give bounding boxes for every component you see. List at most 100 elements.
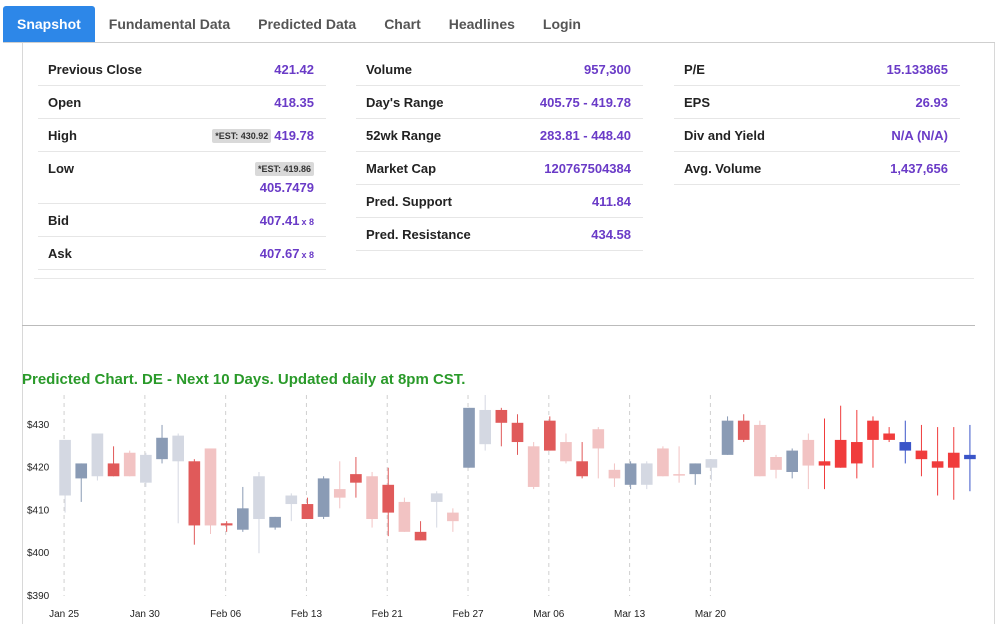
candle-body — [737, 420, 750, 440]
div-yield-row: Div and Yield N/A (N/A) — [674, 119, 960, 152]
tab-headlines[interactable]: Headlines — [448, 16, 515, 32]
tab-fundamental-data[interactable]: Fundamental Data — [108, 16, 231, 32]
candle-body — [543, 420, 556, 451]
candle-body — [834, 439, 847, 468]
candle-body — [770, 457, 782, 470]
candle-body — [398, 501, 411, 532]
candle-body — [479, 409, 492, 445]
candle-body — [931, 461, 944, 468]
candle-body — [156, 437, 168, 460]
avg-volume-row: Avg. Volume 1,437,656 — [674, 152, 960, 185]
pe-label: P/E — [684, 62, 705, 77]
volume-value: 957,300 — [584, 62, 631, 77]
days-range-label: Day's Range — [366, 95, 444, 110]
ask-row: Ask 407.67 x 8 — [38, 237, 326, 270]
market-cap-row: Market Cap 120767504384 — [356, 152, 643, 185]
ask-value: 407.67 — [259, 246, 300, 261]
x-tick-label: Mar 20 — [695, 609, 727, 620]
candle-body — [107, 463, 120, 477]
bid-value: 407.41 — [259, 213, 300, 228]
candle-body — [915, 450, 928, 460]
candle-body — [317, 478, 330, 517]
quote-column-1: Previous Close 421.42 Open 418.35 High *… — [38, 53, 326, 270]
high-row: High *EST: 430.92 419.78 — [38, 119, 326, 152]
52wk-range-value: 283.81 - 448.40 — [539, 128, 631, 143]
high-estimate-badge: *EST: 430.92 — [212, 129, 272, 143]
section-divider — [22, 325, 975, 326]
candle-body — [123, 452, 136, 477]
tab-bar: Snapshot Fundamental Data Predicted Data… — [3, 6, 595, 42]
y-tick-label: $400 — [27, 548, 50, 559]
candle-body — [495, 409, 508, 423]
tab-login[interactable]: Login — [542, 16, 581, 32]
bid-value-group: 407.41 x 8 — [260, 213, 314, 228]
quote-column-2: Volume 957,300 Day's Range 405.75 - 419.… — [356, 53, 643, 251]
candle-body — [204, 448, 217, 526]
tab-chart[interactable]: Chart — [384, 16, 421, 32]
tab-predicted-data[interactable]: Predicted Data — [258, 16, 357, 32]
candle-body — [527, 446, 540, 487]
candle-body — [366, 476, 378, 520]
candle-body — [333, 489, 346, 498]
x-tick-label: Feb 13 — [291, 609, 323, 620]
ask-value-group: 407.67 x 8 — [260, 246, 314, 261]
candle-body — [463, 407, 475, 468]
candle-body — [640, 463, 653, 485]
avg-volume-label: Avg. Volume — [684, 161, 762, 176]
candle-body — [673, 474, 685, 476]
previous-close-label: Previous Close — [48, 62, 142, 77]
candle-body — [560, 442, 572, 462]
low-row: Low *EST: 419.86 405.7479 — [38, 152, 326, 204]
x-tick-label: Mar 13 — [614, 609, 646, 620]
div-yield-value: N/A (N/A) — [891, 128, 948, 143]
candle-body — [754, 424, 766, 477]
pred-resistance-row: Pred. Resistance 434.58 — [356, 218, 643, 251]
panel-border-right — [994, 43, 995, 624]
candle-body — [236, 508, 249, 530]
open-label: Open — [48, 95, 82, 110]
x-tick-label: Jan 25 — [49, 609, 79, 620]
tab-snapshot[interactable]: Snapshot — [3, 6, 95, 42]
candle-body — [689, 463, 702, 475]
x-tick-label: Mar 06 — [533, 609, 565, 620]
candle-body — [172, 435, 185, 462]
candle-body — [721, 420, 734, 455]
tab-divider — [3, 42, 995, 43]
bid-size: x 8 — [301, 217, 314, 227]
candlestick-chart: Jan 25 Jan 30 Feb 06 Feb 13 Feb 21 Feb 27 Mar … — [27, 395, 976, 620]
pred-support-label: Pred. Support — [366, 194, 452, 209]
y-tick-label: $410 — [27, 505, 50, 516]
52wk-range-row: 52wk Range 283.81 - 448.40 — [356, 119, 643, 152]
candle-body — [786, 450, 799, 472]
pred-support-value: 411.84 — [591, 194, 631, 209]
previous-close-row: Previous Close 421.42 — [38, 53, 326, 86]
avg-volume-value: 1,437,656 — [890, 161, 948, 176]
previous-close-value: 421.42 — [274, 62, 314, 77]
bid-label: Bid — [48, 213, 69, 228]
candle-body — [430, 493, 443, 502]
candle-body — [705, 459, 718, 468]
low-label: Low — [48, 161, 74, 176]
x-tick-label: Feb 06 — [210, 609, 242, 620]
ask-label: Ask — [48, 246, 72, 261]
candle-body — [382, 484, 395, 513]
candle-body — [350, 474, 362, 483]
pe-value: 15.133865 — [886, 62, 948, 77]
quote-column-3: P/E 15.133865 EPS 26.93 Div and Yield N/… — [674, 53, 960, 185]
candle-body — [511, 422, 524, 443]
candle-body — [947, 452, 960, 468]
high-value: 419.78 — [274, 128, 314, 143]
candle-body — [75, 463, 88, 479]
candle-body — [447, 512, 459, 522]
candle-body — [802, 439, 815, 466]
low-estimate-badge: *EST: 419.86 — [254, 162, 314, 176]
volume-label: Volume — [366, 62, 412, 77]
candle-body — [253, 476, 265, 520]
x-tick-label: Feb 21 — [372, 609, 404, 620]
low-value: 405.7479 — [259, 180, 314, 195]
section-divider-light — [34, 278, 974, 279]
eps-value: 26.93 — [915, 95, 948, 110]
days-range-row: Day's Range 405.75 - 419.78 — [356, 86, 643, 119]
candle-body — [576, 461, 588, 477]
candle-body — [818, 461, 831, 466]
